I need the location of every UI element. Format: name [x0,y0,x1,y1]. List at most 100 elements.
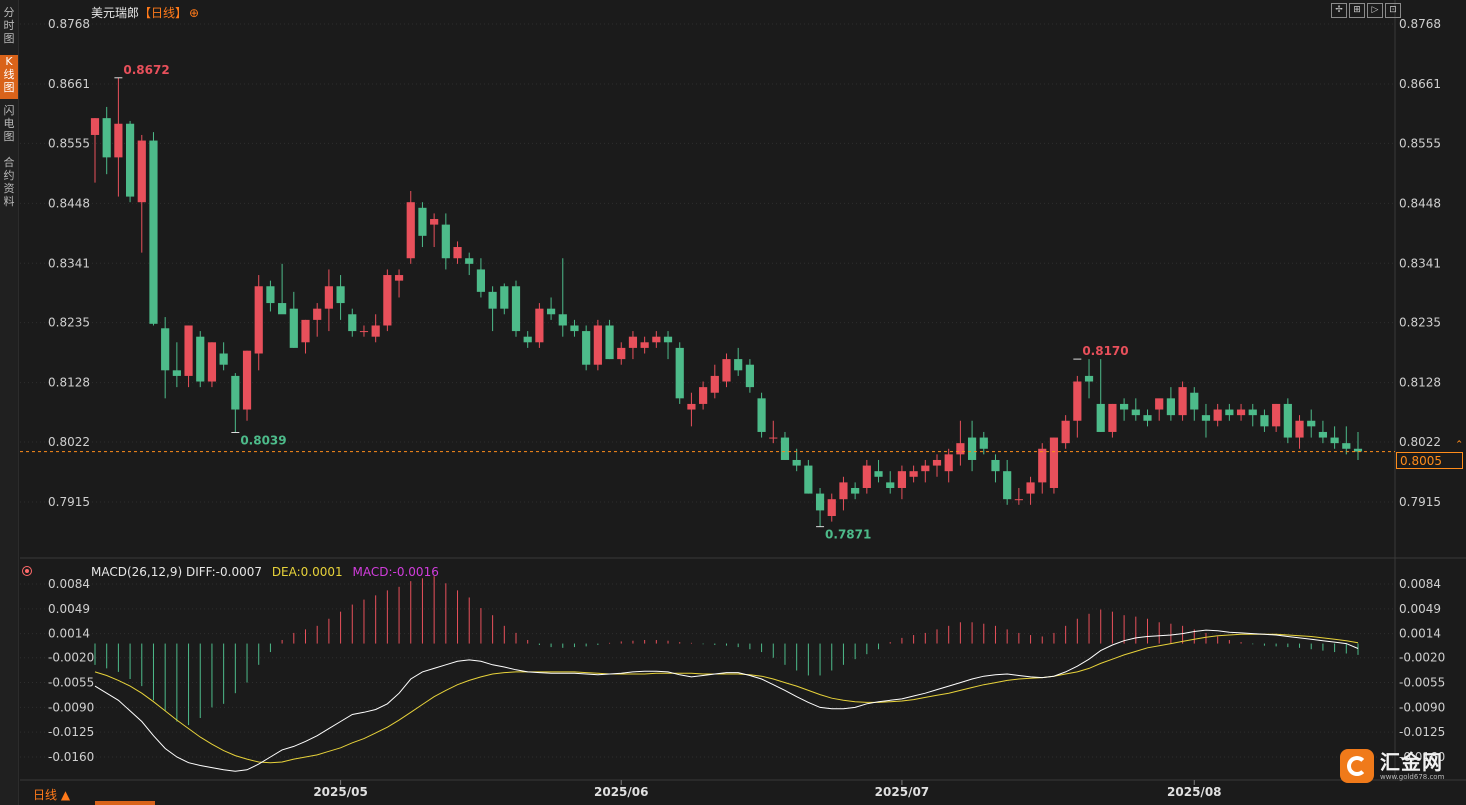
candle-body [1155,398,1164,410]
logo-icon [1340,749,1374,783]
candle-body [359,331,369,333]
tab-flash-chart[interactable]: 闪电图 [0,104,18,148]
macd-tick-right: 0.0049 [1399,602,1441,616]
candle-body [184,325,193,376]
candle-body [593,325,602,365]
price-tick-left: 0.8768 [48,17,90,31]
price-tick-left: 0.8022 [48,435,90,449]
candle-body [815,493,825,511]
tab-contract-info[interactable]: 合约资料 [0,156,18,214]
candle-body [371,325,380,337]
candle-body [1342,443,1351,449]
candle-body [874,471,883,477]
fullscreen-icon[interactable]: ⊡ [1385,3,1401,18]
macd-tick-left: 0.0014 [48,627,90,641]
candle-body [465,258,474,264]
candle-body [1084,375,1094,382]
candle-body [932,459,942,466]
candle-body [991,459,1000,472]
zoom-icon[interactable]: ⊞ [1349,3,1365,18]
tab-flash-chart-label: 闪电图 [3,104,15,143]
chart-title: 美元瑞郎【日线】 ⊕ [91,4,199,21]
candle-body [652,336,661,343]
candle-body [1318,431,1328,438]
candle-body [546,308,556,315]
logo-name: 汇金网 [1380,750,1443,774]
price-tick-right: 0.8661 [1399,77,1441,91]
candle-body [1190,392,1199,410]
candle-body [1061,420,1070,444]
candle-body [500,286,509,309]
candle-body [231,375,240,410]
candle-body [944,454,953,472]
candle-body [1003,471,1012,500]
price-tick-left: 0.8661 [48,77,90,91]
candle-body [1096,403,1105,432]
price-tick-left: 0.8555 [48,136,90,150]
candle-body [1295,420,1304,438]
candle-body [804,465,813,494]
candle-body [1166,398,1175,416]
candle-body [839,482,848,500]
candle-body [1026,482,1035,494]
candle-body [266,286,275,304]
dea-line [94,633,1359,764]
diff-line [94,629,1359,772]
candle-body [979,437,988,449]
tab-kline-chart[interactable]: K线图 [0,55,18,99]
candle-body [161,328,170,371]
candle-body [1049,437,1059,488]
candle-body [254,286,263,354]
candle-body [792,459,801,466]
macd-tick-right: -0.0160 [1399,750,1445,764]
candle-body [278,303,287,315]
candle-body [558,314,567,326]
price-tick-right: 0.8448 [1399,196,1441,210]
macd-tick-left: 0.0049 [48,602,90,616]
macd-tick-right: -0.0125 [1399,725,1445,739]
candle-body [699,387,708,404]
candle-body [207,342,217,382]
time-label: 2025/07 [875,785,929,799]
extreme-label: 0.8039 [240,434,286,448]
candle-body [196,336,205,382]
candle-body [1307,420,1316,427]
price-tick-right: 0.8341 [1399,256,1441,270]
period-label: 【日线】 [139,6,188,20]
candle-body [102,118,111,158]
sidebar: 分时图 K线图 闪电图 合约资料 [0,0,19,805]
candle-body [137,140,146,203]
candle-body [453,247,462,259]
candle-body [383,275,392,326]
price-tick-left: 0.8448 [48,196,90,210]
play-icon[interactable]: ▷ [1367,3,1383,18]
candle-body [476,269,486,292]
add-indicator-icon[interactable]: ⊕ [189,6,200,20]
candle-body [851,487,860,494]
macd-tick-right: 0.0014 [1399,627,1441,641]
candle-body [336,286,345,304]
candle-body [1330,437,1339,444]
price-tick-left: 0.8128 [48,376,90,390]
macd-name: MACD(26,12,9) [91,565,183,579]
candle-body [909,471,918,477]
macd-tick-left: 0.0084 [48,577,90,591]
price-tick-right: 0.8768 [1399,17,1441,31]
indicator-settings-icon[interactable] [22,566,32,576]
tab-time-chart[interactable]: 分时图 [0,6,18,50]
period-selector-button[interactable]: 日线 ▲ [33,788,71,802]
candle-body [1225,409,1234,416]
candle-body [114,123,123,158]
macd-tick-right: 0.0084 [1399,577,1441,591]
candle-body [617,347,626,360]
extreme-label: 0.7871 [825,528,871,542]
scroll-indicator[interactable] [95,801,155,805]
candle-body [827,499,836,517]
candle-body [967,437,977,460]
crosshair-icon[interactable]: ✢ [1331,3,1347,18]
candle-body [172,370,181,376]
tab-contract-info-label: 合约资料 [3,156,15,208]
candle-body [921,465,930,472]
candle-body [511,286,521,332]
